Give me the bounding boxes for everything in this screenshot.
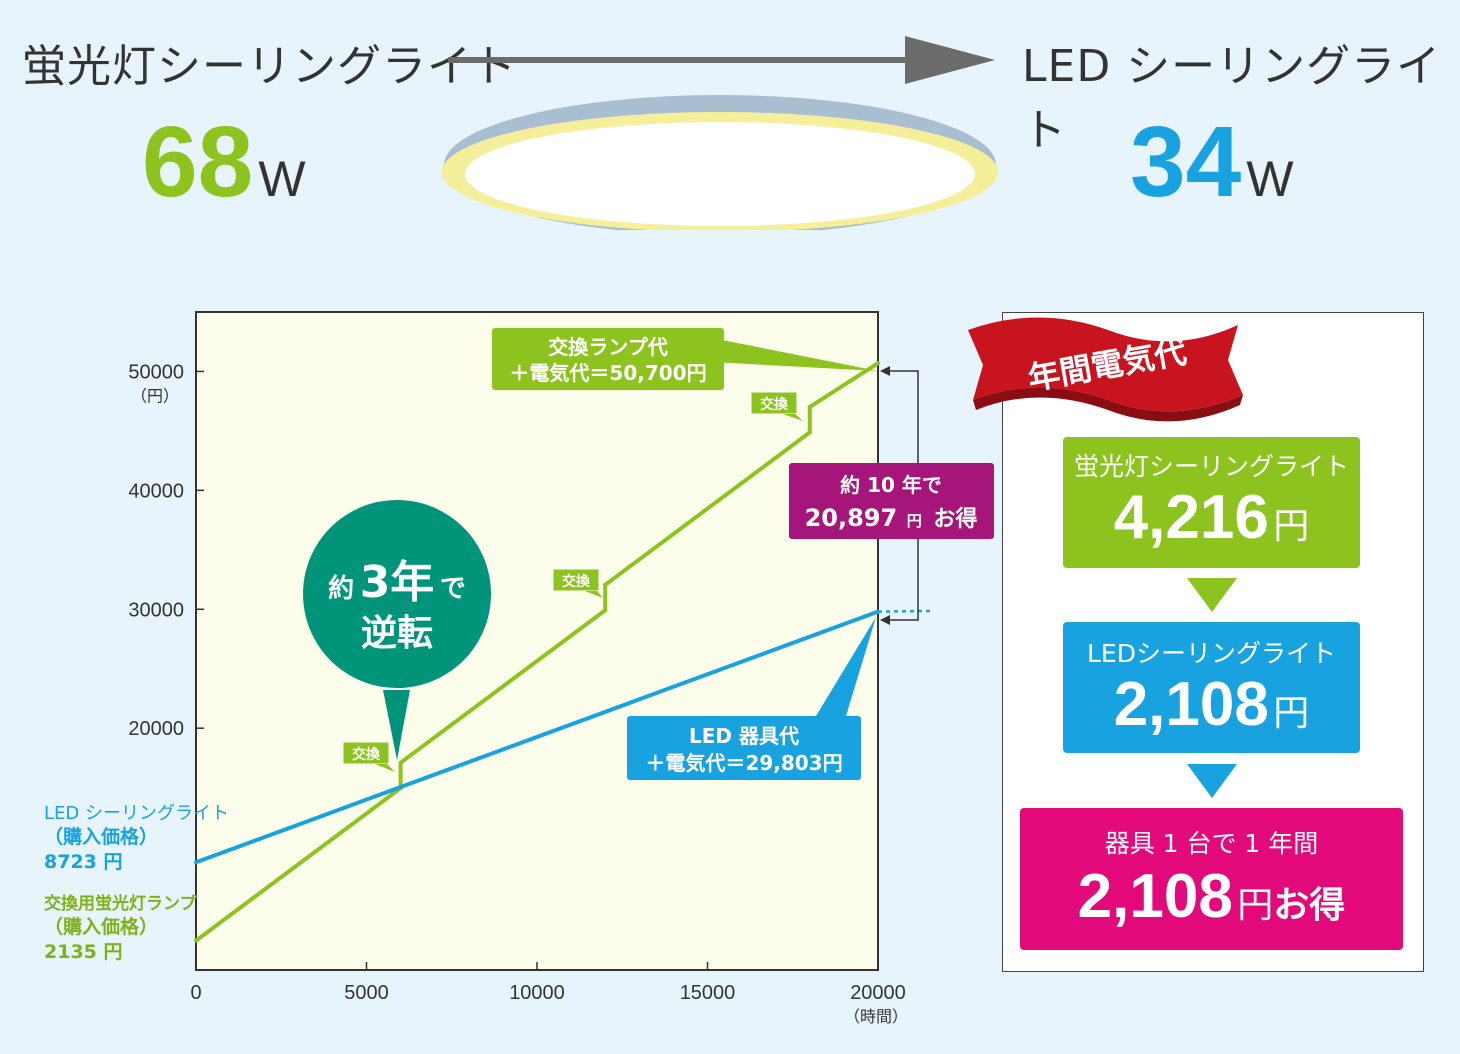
data-point <box>194 860 198 865</box>
blue-label-line2: ＋電気代＝29,803円 <box>645 751 842 775</box>
led-line-extension <box>877 609 935 613</box>
green-label-line2: ＋電気代＝50,700円 <box>509 361 706 385</box>
swap-tag-1: 交換 <box>342 741 395 772</box>
y-tick-label: 40000 <box>128 480 184 502</box>
swap-tag-2: 交換 <box>552 568 603 598</box>
bracket-arrow-bottom-icon <box>880 615 890 625</box>
led-title: LED シーリングライト <box>1022 41 1442 156</box>
x-tick-label: 10000 <box>509 982 565 1004</box>
down-arrow-icon <box>1187 578 1237 612</box>
data-point <box>194 938 198 943</box>
fluorescent-annual-label: 蛍光灯シーリングライト <box>1073 452 1349 481</box>
fluorescent-wattage: 68 W <box>142 106 306 218</box>
led-annual-box: LEDシーリングライト 2,108 円 <box>1063 622 1360 753</box>
data-point <box>603 582 608 587</box>
data-point <box>876 361 880 366</box>
blue-label-line1: LED 器具代 <box>689 724 799 748</box>
led-annual-value: 2,108 円 <box>1113 670 1310 739</box>
x-tick-label: 0 <box>190 982 201 1004</box>
y-axis-unit: （円） <box>131 386 179 405</box>
lamp-purchase-note: 交換用蛍光灯ランプ （購入価格） 2135 円 <box>44 893 197 964</box>
savings-annual-value: 2,108 円お得 <box>1077 862 1346 931</box>
data-point <box>807 404 812 409</box>
ribbon-shape <box>968 317 1243 412</box>
blue-label-pointer <box>816 617 876 716</box>
savings-annual-box: 器具 1 台で 1 年間 2,108 円お得 <box>1020 808 1403 950</box>
bubble-line1: 約 3年 で <box>328 557 466 608</box>
svg-text:交換: 交換 <box>562 573 591 590</box>
series-layer <box>194 361 935 943</box>
data-point <box>603 608 608 613</box>
data-point <box>398 760 403 765</box>
lamp-note-sub: （購入価格） <box>44 916 159 939</box>
blue-label-box <box>627 716 861 780</box>
plot-area <box>195 311 879 971</box>
led-note-title: LED シーリングライト <box>44 803 229 824</box>
green-label-pointer <box>712 338 878 371</box>
y-axis: 20000 30000 40000 50000 <box>128 361 204 740</box>
lamp-note-title: 交換用蛍光灯ランプ <box>44 894 197 914</box>
led-cost-line <box>195 609 879 865</box>
green-label-box <box>492 328 724 390</box>
ribbon-banner: 年間電気代 <box>968 317 1243 422</box>
led-wattage: 34 W <box>1130 106 1294 218</box>
ceiling-light-icon <box>465 122 975 226</box>
fluorescent-annual-box: 蛍光灯シーリングライト 4,216 円 <box>1063 437 1360 568</box>
data-point <box>807 430 812 435</box>
led-note-sub: （購入価格） <box>44 826 159 849</box>
bubble-pointer <box>383 690 410 760</box>
y-tick-label: 20000 <box>128 718 184 740</box>
savings-annual-label: 器具 1 台で 1 年間 <box>1104 829 1319 858</box>
bracket-arrow-top-icon <box>880 366 890 376</box>
reversal-bubble <box>303 500 491 688</box>
savings-line2: 20,897 円 お得 <box>805 504 978 532</box>
x-tick-label: 15000 <box>680 982 736 1004</box>
lamp-note-price: 2135 円 <box>44 940 123 963</box>
header-graphics <box>442 36 998 230</box>
x-axis: 0 5000 10000 15000 20000 <box>190 962 906 1004</box>
right-arrow-icon <box>905 36 995 84</box>
fluorescent-annual-value: 4,216 円 <box>1113 483 1310 552</box>
ribbon-shadow <box>973 387 1243 422</box>
swap-tag-3: 交換 <box>750 391 803 421</box>
savings-line1: 約 10 年で <box>840 473 942 497</box>
x-axis-unit: （時間） <box>844 1007 908 1026</box>
x-tick-label: 20000 <box>850 982 906 1004</box>
x-tick-label: 5000 <box>344 982 389 1004</box>
down-arrow-icon <box>1187 764 1237 798</box>
svg-text:交換: 交換 <box>352 746 381 763</box>
led-note-price: 8723 円 <box>44 851 123 874</box>
green-label-line1: 交換ランプ代 <box>548 335 667 359</box>
y-tick-label: 30000 <box>128 599 184 621</box>
led-purchase-note: LED シーリングライト （購入価格） 8723 円 <box>44 802 229 875</box>
y-tick-label: 50000 <box>128 361 184 383</box>
svg-text:交換: 交換 <box>760 396 789 413</box>
led-annual-label: LEDシーリングライト <box>1087 639 1336 668</box>
fluorescent-title: 蛍光灯シーリングライト <box>22 41 517 92</box>
savings-box <box>789 463 994 539</box>
bubble-line2: 逆転 <box>361 613 433 654</box>
cost-chart: 20000 30000 40000 50000 0 5000 10000 15000 2000… <box>128 311 994 1026</box>
fluorescent-cost-line <box>194 361 880 943</box>
